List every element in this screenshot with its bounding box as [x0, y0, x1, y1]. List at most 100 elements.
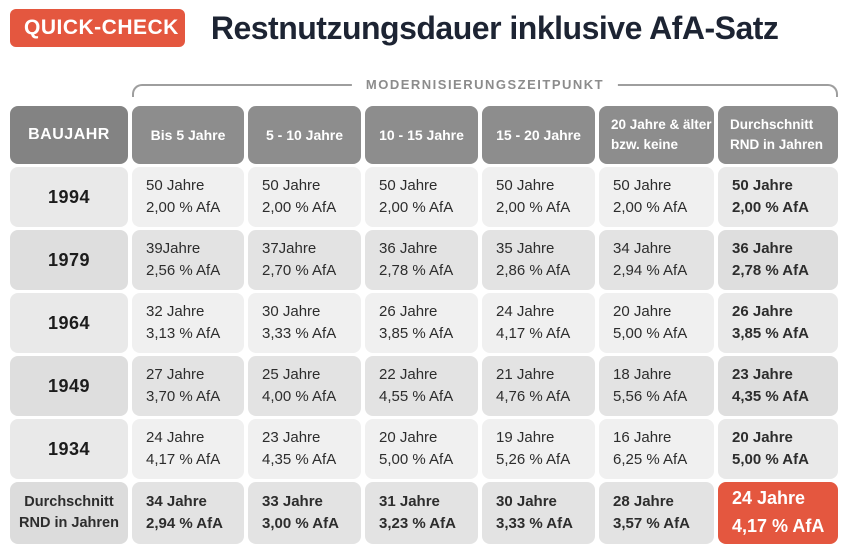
cell-afa: 5,26 % AfA [496, 451, 571, 468]
cell-years: 24 Jahre [732, 488, 806, 509]
cell-afa: 3,33 % AfA [262, 325, 337, 342]
value-cell: 36 Jahre 2,78 % AfA [365, 230, 478, 290]
column-header-baujahr: BAUJAHR [10, 106, 128, 164]
header: QUICK-CHECK Restnutzungsdauer inklusive … [10, 8, 838, 48]
cell-years: 27 Jahre [146, 365, 205, 383]
value-cell: 26 Jahre 3,85 % AfA [365, 293, 478, 353]
column-header-15-20-jahre: 15 - 20 Jahre [482, 106, 595, 164]
year-cell: 1979 [10, 230, 128, 290]
cell-years: 16 Jahre [613, 428, 672, 446]
value-cell: 24 Jahre 4,17 % AfA [132, 419, 244, 479]
value-cell: 23 Jahre 4,35 % AfA [248, 419, 361, 479]
cell-afa: 2,00 % AfA [496, 199, 571, 216]
value-cell: 50 Jahre 2,00 % AfA [248, 167, 361, 227]
cell-years: 50 Jahre [613, 176, 672, 194]
footer-value-cell: 34 Jahre 2,94 % AfA [132, 482, 244, 544]
cell-afa: 2,86 % AfA [496, 262, 571, 279]
cell-afa: 4,17 % AfA [146, 451, 221, 468]
year-cell: 1934 [10, 419, 128, 479]
cell-years: 37Jahre [262, 239, 317, 257]
average-cell: 23 Jahre 4,35 % AfA [718, 356, 838, 416]
cell-years: 36 Jahre [732, 239, 793, 257]
cell-years: 50 Jahre [262, 176, 321, 194]
value-cell: 50 Jahre 2,00 % AfA [599, 167, 714, 227]
footer-label-cell: Durchschnitt RND in Jahren [10, 482, 128, 544]
footer-value-cell: 28 Jahre 3,57 % AfA [599, 482, 714, 544]
cell-years: 30 Jahre [496, 492, 557, 510]
cell-afa: 2,78 % AfA [379, 262, 454, 279]
cell-afa: 3,57 % AfA [613, 515, 690, 532]
cell-afa: 2,00 % AfA [732, 199, 809, 216]
cell-afa: 4,55 % AfA [379, 388, 454, 405]
cell-years: 28 Jahre [613, 492, 674, 510]
cell-afa: 3,70 % AfA [146, 388, 221, 405]
highlight-cell: 24 Jahre 4,17 % AfA [718, 482, 838, 544]
value-cell: 19 Jahre 5,26 % AfA [482, 419, 595, 479]
afa-table: BAUJAHR Bis 5 Jahre 5 - 10 Jahre 10 - 15… [10, 106, 838, 544]
cell-years: 23 Jahre [262, 428, 321, 446]
value-cell: 22 Jahre 4,55 % AfA [365, 356, 478, 416]
value-cell: 27 Jahre 3,70 % AfA [132, 356, 244, 416]
cell-afa: 5,00 % AfA [379, 451, 454, 468]
value-cell: 30 Jahre 3,33 % AfA [248, 293, 361, 353]
column-header-durchschnitt: Durchschnitt RND in Jahren [718, 106, 838, 164]
cell-afa: 4,76 % AfA [496, 388, 571, 405]
value-cell: 35 Jahre 2,86 % AfA [482, 230, 595, 290]
cell-years: 23 Jahre [732, 365, 793, 383]
cell-years: 21 Jahre [496, 365, 555, 383]
value-cell: 39Jahre 2,56 % AfA [132, 230, 244, 290]
cell-afa: 3,85 % AfA [732, 325, 809, 342]
cell-afa: 2,94 % AfA [146, 515, 223, 532]
average-cell: 36 Jahre 2,78 % AfA [718, 230, 838, 290]
cell-years: 25 Jahre [262, 365, 321, 383]
value-cell: 20 Jahre 5,00 % AfA [365, 419, 478, 479]
cell-years: 50 Jahre [732, 176, 793, 194]
cell-years: 50 Jahre [146, 176, 205, 194]
value-cell: 34 Jahre 2,94 % AfA [599, 230, 714, 290]
column-header-bis-5-jahre: Bis 5 Jahre [132, 106, 244, 164]
cell-years: 19 Jahre [496, 428, 555, 446]
value-cell: 18 Jahre 5,56 % AfA [599, 356, 714, 416]
quick-check-badge-label: QUICK-CHECK [24, 16, 179, 39]
quick-check-badge: QUICK-CHECK [10, 9, 185, 47]
cell-years: 26 Jahre [732, 302, 793, 320]
cell-years: 34 Jahre [146, 492, 207, 510]
cell-afa: 2,00 % AfA [379, 199, 454, 216]
cell-years: 20 Jahre [379, 428, 438, 446]
value-cell: 24 Jahre 4,17 % AfA [482, 293, 595, 353]
cell-afa: 3,33 % AfA [496, 515, 573, 532]
year-cell: 1949 [10, 356, 128, 416]
value-cell: 32 Jahre 3,13 % AfA [132, 293, 244, 353]
cell-afa: 2,00 % AfA [146, 199, 221, 216]
cell-afa: 2,94 % AfA [613, 262, 688, 279]
value-cell: 50 Jahre 2,00 % AfA [132, 167, 244, 227]
bracket-label: MODERNISIERUNGSZEITPUNKT [351, 77, 619, 92]
value-cell: 50 Jahre 2,00 % AfA [482, 167, 595, 227]
cell-years: 26 Jahre [379, 302, 438, 320]
cell-afa: 2,00 % AfA [613, 199, 688, 216]
cell-years: 20 Jahre [732, 428, 793, 446]
column-header-5-10-jahre: 5 - 10 Jahre [248, 106, 361, 164]
cell-afa: 4,35 % AfA [732, 388, 809, 405]
cell-years: 30 Jahre [262, 302, 321, 320]
year-cell: 1964 [10, 293, 128, 353]
cell-years: 34 Jahre [613, 239, 672, 257]
value-cell: 37Jahre 2,70 % AfA [248, 230, 361, 290]
cell-afa: 6,25 % AfA [613, 451, 688, 468]
cell-years: 18 Jahre [613, 365, 672, 383]
value-cell: 50 Jahre 2,00 % AfA [365, 167, 478, 227]
cell-years: 32 Jahre [146, 302, 205, 320]
cell-afa: 4,00 % AfA [262, 388, 337, 405]
cell-afa: 2,78 % AfA [732, 262, 809, 279]
cell-afa: 4,17 % AfA [496, 325, 571, 342]
value-cell: 16 Jahre 6,25 % AfA [599, 419, 714, 479]
cell-afa: 2,00 % AfA [262, 199, 337, 216]
cell-years: 24 Jahre [146, 428, 205, 446]
footer-value-cell: 33 Jahre 3,00 % AfA [248, 482, 361, 544]
cell-afa: 4,35 % AfA [262, 451, 337, 468]
cell-afa: 5,00 % AfA [613, 325, 688, 342]
cell-afa: 3,13 % AfA [146, 325, 221, 342]
cell-afa: 3,23 % AfA [379, 515, 456, 532]
cell-afa: 2,56 % AfA [146, 262, 221, 279]
